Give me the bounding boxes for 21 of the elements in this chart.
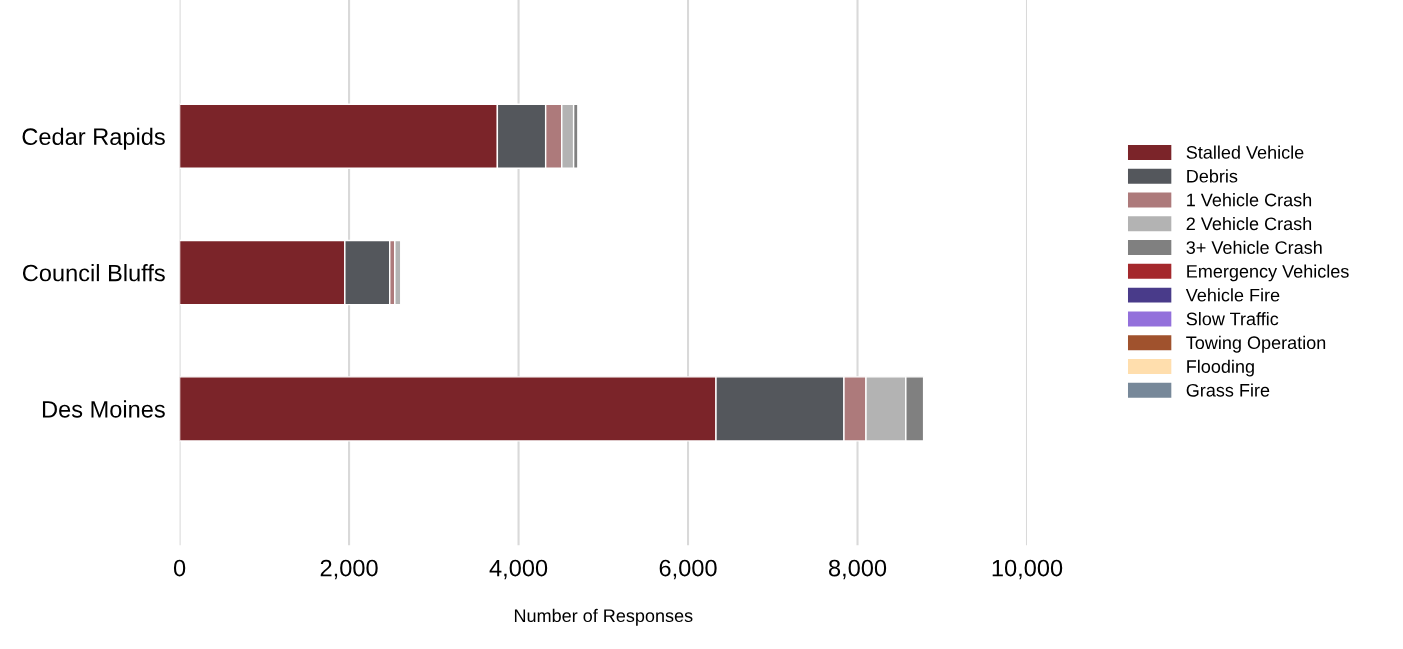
legend-label: Vehicle Fire	[1185, 288, 1280, 302]
x-tick-label: 4,000	[489, 559, 548, 580]
x-tick-label: 2,000	[320, 559, 378, 580]
y-tick-label: Cedar Rapids	[22, 127, 165, 150]
x-tick-label: 6,000	[659, 559, 717, 580]
legend-label: Flooding	[1187, 359, 1254, 377]
legend-label: Towing Operation	[1186, 335, 1326, 353]
legend-label: 3+ Vehicle Crash	[1186, 240, 1322, 254]
legend-label: Debris	[1187, 169, 1238, 183]
legend-label: Slow Traffic	[1186, 312, 1279, 326]
legend-label: Grass Fire	[1186, 383, 1270, 397]
x-tick-label: 10,000	[992, 559, 1063, 580]
legend-label: 1 Vehicle Crash	[1187, 193, 1312, 207]
x-axis-title: Number of Responses	[514, 608, 693, 626]
x-tick-label: 0	[173, 559, 186, 577]
legend-label: Emergency Vehicles	[1187, 264, 1349, 282]
y-tick-label: Council Bluffs	[22, 264, 165, 282]
legend-label: Stalled Vehicle	[1186, 145, 1304, 159]
y-tick-label: Des Moines	[42, 400, 165, 418]
x-tick-label: 8,000	[829, 559, 887, 580]
legend-label: 2 Vehicle Crash	[1186, 216, 1312, 231]
